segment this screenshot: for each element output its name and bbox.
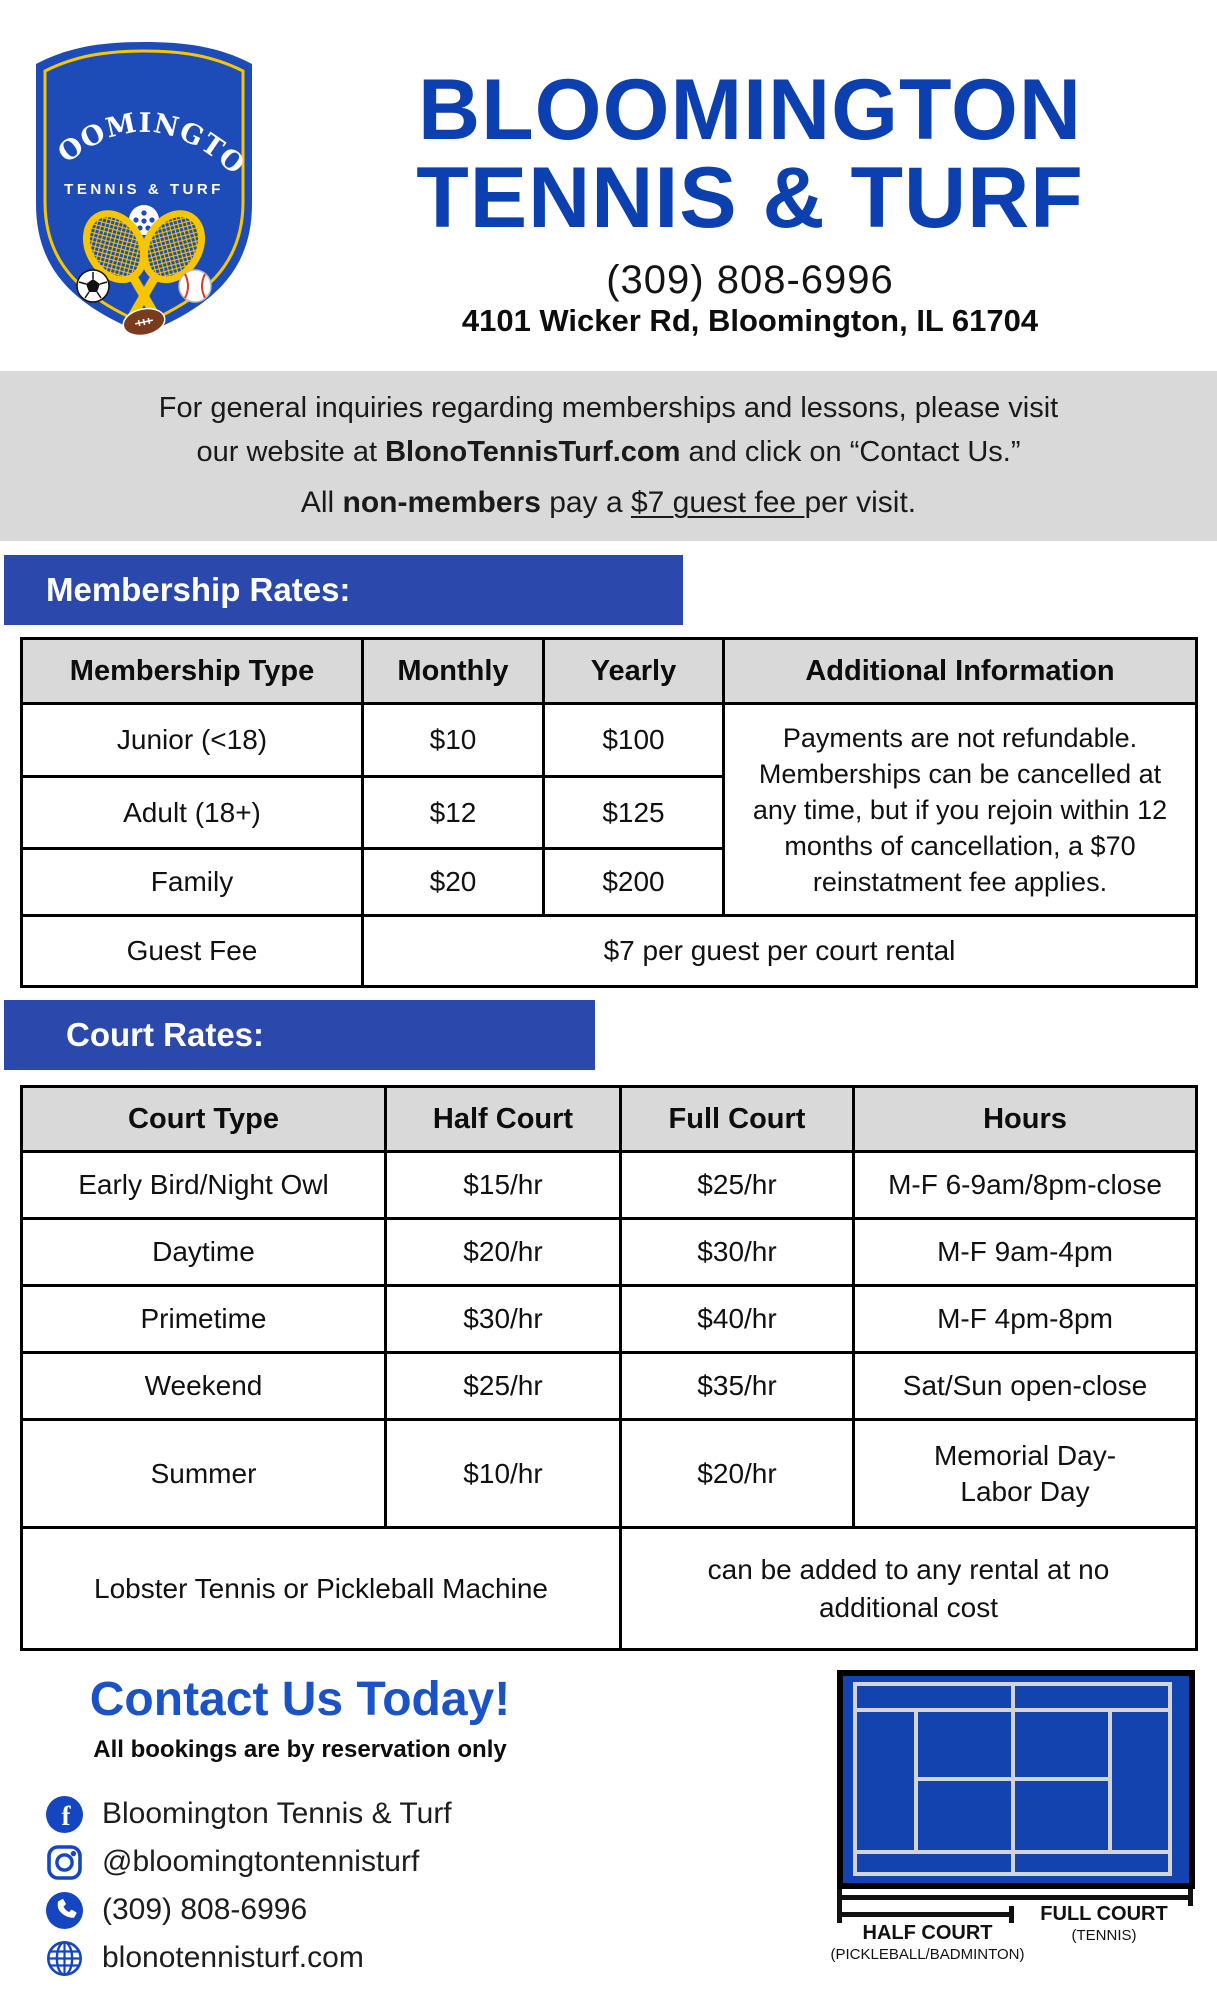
cell-court-type: Primetime [23, 1287, 384, 1351]
membership-rates-table: Membership Type Monthly Yearly Additiona… [20, 637, 1198, 988]
cell-half-court: $10/hr [387, 1421, 619, 1526]
half-court-dimension-line [837, 1912, 1014, 1917]
col-header: Additional Information [725, 640, 1195, 702]
instagram-label: @bloomingtontennisturf [102, 1845, 420, 1878]
cell-hours: M-F 4pm-8pm [855, 1287, 1195, 1351]
cell-full-court: $40/hr [622, 1287, 852, 1351]
cell-full-court: $25/hr [622, 1153, 852, 1217]
cell-half-court: $20/hr [387, 1220, 619, 1284]
cell-full-court: $20/hr [622, 1421, 852, 1526]
col-header: Membership Type [23, 640, 361, 702]
tennis-court-diagram [837, 1670, 1195, 1889]
cell-monthly: $12 [364, 778, 542, 847]
cell-membership-type: Family [23, 850, 361, 914]
full-court-label: FULL COURT [1040, 1903, 1168, 1925]
cell-half-court: $25/hr [387, 1354, 619, 1418]
info-line2: our website at BlonoTennisTurf.com and c… [196, 436, 1021, 468]
col-header: Half Court [387, 1088, 619, 1150]
info-line3: All non-members pay a $7 guest fee per v… [300, 486, 917, 519]
dimension-tick [837, 1906, 842, 1923]
logo-sub-text: TENNIS & TURF [64, 181, 224, 198]
cell-full-court: $35/hr [622, 1354, 852, 1418]
col-header: Monthly [364, 640, 542, 702]
website-link[interactable]: BlonoTennisTurf.com [385, 436, 681, 468]
col-header: Court Type [23, 1088, 384, 1150]
full-court-dimension-line [837, 1895, 1193, 1900]
court-rates-table: Court Type Half Court Full Court Hours E… [20, 1085, 1198, 1651]
football-icon [122, 307, 166, 336]
full-court-sublabel: (TENNIS) [1071, 1927, 1137, 1944]
title-line2: TENNIS & TURF [416, 150, 1084, 246]
dimension-tick [1009, 1906, 1014, 1923]
general-info-banner: For general inquiries regarding membersh… [0, 371, 1217, 541]
cell-machine-label: Lobster Tennis or Pickleball Machine [23, 1529, 619, 1648]
svg-text:f: f [62, 1801, 72, 1831]
facebook-label: Bloomington Tennis & Turf [102, 1797, 452, 1830]
contact-instagram[interactable]: @bloomingtontennisturf [46, 1842, 419, 1882]
cell-yearly: $100 [545, 705, 722, 775]
cell-membership-type: Junior (<18) [23, 705, 361, 775]
cell-guest-fee-value: $7 per guest per court rental [364, 917, 1195, 985]
cell-monthly: $10 [364, 705, 542, 775]
header-address: 4101 Wicker Rd, Bloomington, IL 61704 [461, 303, 1039, 338]
header-phone: (309) 808-6996 [606, 258, 894, 302]
cell-court-type: Daytime [23, 1220, 384, 1284]
contact-facebook[interactable]: f Bloomington Tennis & Turf [46, 1794, 452, 1834]
cell-hours: Sat/Sun open-close [855, 1354, 1195, 1418]
cell-hours: Memorial Day-Labor Day [855, 1421, 1195, 1526]
title-line1: BLOOMINGTON [418, 62, 1082, 158]
membership-rates-banner: Membership Rates: [4, 555, 683, 625]
col-header: Yearly [545, 640, 722, 702]
phone-label: (309) 808-6996 [102, 1893, 308, 1926]
phone-icon [46, 1891, 83, 1929]
cell-court-type: Early Bird/Night Owl [23, 1153, 384, 1217]
globe-icon [46, 1940, 83, 1976]
cell-membership-type: Adult (18+) [23, 778, 361, 847]
cell-monthly: $20 [364, 850, 542, 914]
facebook-icon: f [46, 1795, 83, 1833]
cell-yearly: $125 [545, 778, 722, 847]
cell-machine-value: can be added to any rental at no additio… [622, 1529, 1195, 1648]
cell-yearly: $200 [545, 850, 722, 914]
contact-subheading: All bookings are by reservation only [93, 1736, 507, 1763]
cell-guest-fee-label: Guest Fee [23, 917, 361, 985]
dimension-tick [837, 1889, 842, 1906]
dimension-tick [1188, 1889, 1193, 1906]
website-label: blonotennisturf.com [102, 1941, 364, 1974]
cell-half-court: $30/hr [387, 1287, 619, 1351]
cell-full-court: $30/hr [622, 1220, 852, 1284]
baseball-icon [178, 269, 212, 303]
half-court-label: HALF COURT [862, 1922, 993, 1944]
col-header: Hours [855, 1088, 1195, 1150]
club-shield-logo: BLOOMINGTON TENNIS & TURF [30, 36, 252, 336]
court-rates-banner: Court Rates: [4, 1000, 595, 1070]
cell-half-court: $15/hr [387, 1153, 619, 1217]
court-lines [853, 1682, 1172, 1876]
instagram-icon [47, 1844, 82, 1880]
contact-heading: Contact Us Today! [89, 1673, 511, 1726]
cell-additional-info: Payments are not refundable. Memberships… [725, 705, 1195, 914]
cell-court-type: Summer [23, 1421, 384, 1526]
contact-phone[interactable]: (309) 808-6996 [46, 1890, 307, 1930]
page-title: BLOOMINGTON TENNIS & TURF [296, 66, 1204, 242]
col-header: Full Court [622, 1088, 852, 1150]
soccer-ball-icon [76, 269, 110, 303]
cell-hours: M-F 6-9am/8pm-close [855, 1153, 1195, 1217]
contact-website[interactable]: blonotennisturf.com [46, 1938, 364, 1978]
cell-hours: M-F 9am-4pm [855, 1220, 1195, 1284]
info-line1: For general inquiries regarding membersh… [158, 392, 1059, 424]
half-court-sublabel: (PICKLEBALL/BADMINTON) [830, 1946, 1025, 1963]
cell-court-type: Weekend [23, 1354, 384, 1418]
guest-fee-underline: $7 guest fee [630, 486, 805, 519]
